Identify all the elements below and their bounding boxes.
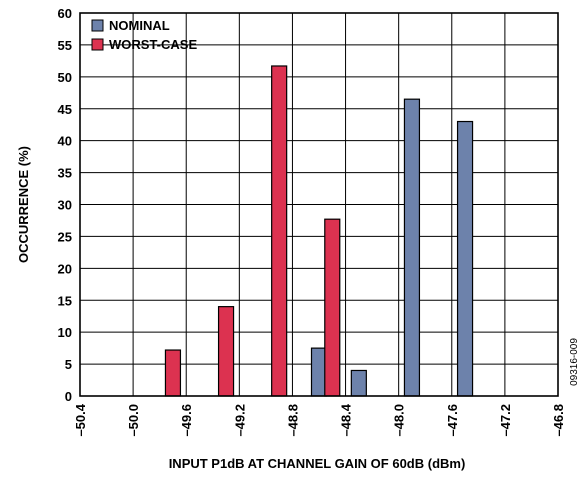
bar-worst-case-0 (164, 349, 182, 397)
bars (164, 65, 474, 397)
y-tick-label: 20 (58, 261, 72, 276)
x-tick-label: –48.8 (285, 404, 300, 437)
y-tick-label: 5 (65, 357, 72, 372)
figure-id: 09316-009 (569, 338, 580, 386)
x-tick-label: –49.6 (179, 404, 194, 437)
x-tick-label: –49.2 (232, 404, 247, 437)
x-tick-label: –47.6 (445, 404, 460, 437)
grid (79, 12, 559, 397)
y-tick-label: 60 (58, 6, 72, 21)
y-tick-label: 0 (65, 389, 72, 404)
x-tick-labels: –50.4 –50.0 –49.6 –49.2 –48.8 –48.4 –48.0 –47.6… (73, 403, 566, 436)
x-tick-label: –46.8 (551, 404, 566, 437)
x-axis-title: INPUT P1dB AT CHANNEL GAIN OF 60dB (dBm) (169, 456, 466, 471)
x-tick-label: –48.0 (392, 404, 407, 437)
legend-swatch (91, 19, 104, 32)
y-axis-title: OCCURRENCE (%) (16, 146, 31, 263)
legend-label: WORST-CASE (109, 37, 197, 52)
legend-label: NOMINAL (109, 18, 170, 33)
y-tick-label: 25 (58, 229, 72, 244)
y-tick-label: 10 (58, 325, 72, 340)
plot-frame (79, 12, 559, 397)
y-tick-label: 40 (58, 134, 72, 149)
legend: NOMINAL WORST-CASE (91, 18, 197, 52)
bar-nominal-3 (456, 120, 474, 397)
bar-nominal-2 (403, 98, 421, 397)
y-tick-labels: 0 5 10 15 20 25 30 35 40 45 50 55 60 (58, 6, 72, 404)
x-tick-label: –47.2 (498, 404, 513, 437)
y-tick-label: 55 (58, 38, 72, 53)
x-tick-label: –50.0 (126, 404, 141, 437)
bar-nominal-1 (350, 369, 367, 397)
y-tick-label: 30 (58, 198, 72, 213)
y-tick-label: 35 (58, 166, 72, 181)
y-tick-label: 45 (58, 102, 72, 117)
x-tick-label: –48.4 (339, 403, 354, 436)
bar-worst-case-1 (217, 306, 235, 397)
bar-worst-case-2 (271, 65, 288, 397)
y-tick-label: 15 (58, 293, 72, 308)
y-tick-label: 50 (58, 70, 72, 85)
bar-worst-case-3 (324, 218, 341, 397)
legend-swatch (91, 38, 104, 51)
x-tick-label: –50.4 (73, 403, 88, 436)
